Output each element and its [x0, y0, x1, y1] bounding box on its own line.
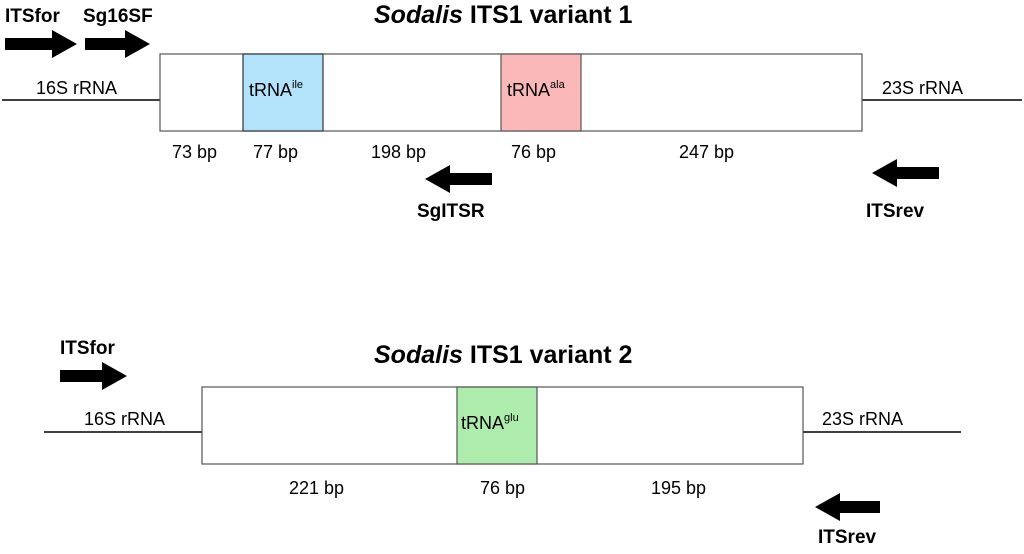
variant2-23s-label: 23S rRNA [822, 409, 904, 429]
its-for-2-arrow-icon [60, 362, 127, 390]
variant2-title-genus: Sodalis [374, 341, 463, 369]
variant1-23s-label: 23S rRNA [882, 78, 964, 98]
sg16sf-arrow-icon [85, 30, 150, 58]
variant2-title: Sodalis ITS1 variant 2 [374, 341, 632, 370]
its-for-2-label: ITSfor [60, 338, 115, 359]
sg16sf-label: Sg16SF [83, 6, 153, 27]
trna-glu-sup: glu [504, 412, 519, 424]
segment-length-3: 198 bp [371, 142, 427, 162]
variant2-construct [44, 386, 961, 465]
segment-length-1: 73 bp [172, 142, 218, 162]
trna-ile-box [242, 53, 324, 132]
its-rev-label: ITSrev [866, 201, 925, 222]
variant2-segment-length-3: 195 bp [651, 478, 707, 498]
sgitsr-arrow-icon [425, 165, 492, 193]
segment-length-4: 76 bp [511, 142, 557, 162]
trna-ala-box [500, 53, 582, 132]
segment-length-2: 77 bp [253, 142, 299, 162]
its-rev-2-label: ITSrev [818, 527, 877, 548]
variant1-title-rest: ITS1 variant 1 [462, 1, 633, 29]
trna-ala-base: tRNA [507, 80, 551, 100]
trna-ala-label: tRNAala [507, 80, 565, 101]
trna-ile-sup: ile [292, 79, 304, 91]
variant1-title: Sodalis ITS1 variant 1 [374, 1, 632, 30]
trna-glu-box [456, 386, 538, 465]
its-for-label: ITSfor [5, 6, 60, 27]
variant2-16s-label: 16S rRNA [84, 409, 166, 429]
variant2-segment-length-2: 76 bp [480, 478, 526, 498]
sgitsr-label: SgITSR [417, 201, 485, 222]
trna-glu-label: tRNAglu [461, 413, 519, 434]
trna-ile-base: tRNA [249, 80, 293, 100]
segment-length-5: 247 bp [679, 142, 735, 162]
its-rev-arrow-icon [872, 159, 939, 187]
variant2-title-rest: ITS1 variant 2 [462, 341, 633, 369]
trna-glu-base: tRNA [461, 413, 505, 433]
variant1-title-genus: Sodalis [374, 1, 463, 29]
variant1-construct [2, 53, 1022, 132]
trna-ala-sup: ala [550, 79, 565, 91]
its-for-arrow-icon [5, 30, 77, 58]
variant1-16s-label: 16S rRNA [36, 78, 118, 98]
variant2-segment-length-1: 221 bp [289, 478, 345, 498]
trna-ile-label: tRNAile [249, 80, 303, 101]
its-rev-2-arrow-icon [815, 493, 880, 521]
